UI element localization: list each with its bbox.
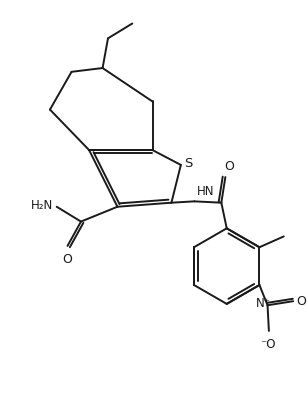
Text: O: O xyxy=(63,253,72,266)
Text: HN: HN xyxy=(197,185,215,198)
Text: O: O xyxy=(224,160,234,173)
Text: N⁺: N⁺ xyxy=(256,297,271,310)
Text: O: O xyxy=(296,295,306,308)
Text: ⁻O: ⁻O xyxy=(260,338,275,351)
Text: S: S xyxy=(184,157,192,170)
Text: H₂N: H₂N xyxy=(30,199,53,212)
